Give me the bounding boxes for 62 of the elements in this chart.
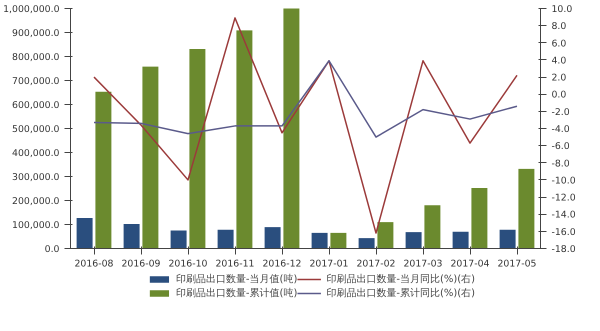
bar [452,232,469,248]
y2-tick-label: -18.0 [552,244,576,255]
y2-tick-label: 10.0 [552,4,572,15]
legend-label: 印刷品出口数量-累计值(吨) [176,286,298,300]
line-series [93,60,518,138]
legend-label: 印刷品出口数量-累计同比(%)(右) [326,286,476,300]
y-tick-label: 900,000.0 [12,28,60,39]
bar [170,230,187,248]
y2-tick-label: 2.0 [552,72,566,84]
y2-tick-label: -14.0 [552,210,576,221]
y-tick-label: 500,000.0 [12,124,60,135]
bar [406,232,422,248]
bar [76,218,93,248]
y-tick-label: 600,000.0 [12,100,60,111]
legend-label: 印刷品出口数量-当月值(吨) [176,272,298,286]
y2-tick-label: -12.0 [552,192,576,204]
y-tick-label: 1,000,000.0 [3,4,60,15]
x-tick-label: 2017-02 [356,258,396,270]
x-tick-label: 2017-04 [450,258,490,270]
bar [471,188,488,248]
bar [189,49,206,248]
bar [264,227,281,248]
line-series [93,17,518,234]
y-tick-label: 200,000.0 [12,196,60,207]
y-tick-label: 800,000.0 [12,52,60,63]
bar [358,238,375,248]
bar [424,205,440,248]
y2-tick-label: -4.0 [552,124,570,135]
bar [377,222,394,248]
y-tick-label: 400,000.0 [12,148,60,159]
y-tick-label: 0.0 [44,244,60,255]
bar [330,232,346,248]
legend-label: 印刷品出口数量-当月同比(%)(右) [326,272,476,286]
bar [312,232,328,248]
bar [142,66,158,248]
x-tick-label: 2016-08 [74,258,114,270]
y2-tick-label: -10.0 [552,175,576,186]
x-tick-label: 2016-11 [216,258,255,270]
y2-tick-label: 8.0 [552,21,566,32]
x-tick-label: 2016-12 [262,258,302,270]
y-tick-label: 100,000.0 [12,220,60,231]
y2-tick-label: -16.0 [552,226,576,238]
x-tick-label: 2017-03 [404,258,443,270]
x-tick-label: 2016-09 [122,258,161,270]
y-tick-label: 700,000.0 [12,76,60,87]
bar [518,168,534,248]
y2-tick-label: 0.0 [552,90,566,101]
y2-tick-label: 4.0 [552,55,566,66]
x-tick-label: 2017-01 [310,258,349,270]
y2-tick-label: -8.0 [552,158,570,170]
bar [218,230,234,248]
y2-tick-label: 6.0 [552,38,566,50]
bar [124,224,140,248]
bar [500,230,516,248]
x-tick-label: 2016-10 [168,258,208,270]
y2-tick-label: -2.0 [552,106,570,118]
bar [236,30,252,248]
bar [95,92,112,248]
x-tick-label: 2017-05 [498,258,537,270]
y-tick-label: 300,000.0 [12,172,60,183]
y2-tick-label: -6.0 [552,141,570,152]
bar [283,8,300,248]
